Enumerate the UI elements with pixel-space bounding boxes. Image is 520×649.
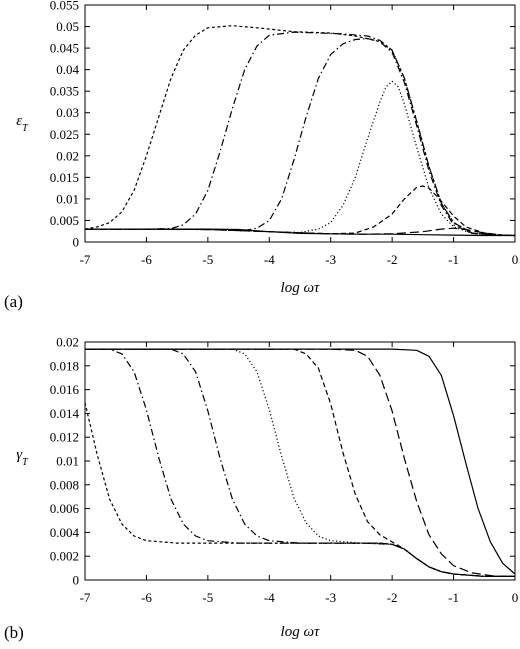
series-line-4-dotted bbox=[85, 348, 515, 577]
panel-label: (a) bbox=[4, 292, 23, 311]
x-tick-label: -5 bbox=[202, 252, 213, 267]
y-tick-label: 0.02 bbox=[56, 335, 79, 350]
plot-frame bbox=[84, 4, 516, 243]
y-tick-label: 0.004 bbox=[50, 525, 80, 540]
x-tick-label: -1 bbox=[448, 252, 459, 267]
series-line-2-long-dash bbox=[85, 348, 515, 577]
panel-label: (b) bbox=[4, 623, 24, 642]
x-axis-label: log ωτ bbox=[281, 280, 321, 296]
y-tick-label: 0.035 bbox=[50, 84, 79, 99]
y-tick-label: 0.045 bbox=[50, 41, 79, 56]
y-tick-label: 0.012 bbox=[50, 430, 79, 445]
y-tick-label: 0.01 bbox=[56, 454, 79, 469]
y-tick-label: 0.02 bbox=[56, 148, 79, 163]
chart-panel-b: -7 -6 -5 -4 -3 -2 -1 0 0 0.002 0.004 0.006 0.008 0.01… bbox=[4, 335, 518, 643]
series-line-3-dashed bbox=[85, 185, 516, 237]
series-line-5-dash-dot bbox=[85, 348, 515, 577]
y-tick-label: 0 bbox=[73, 573, 80, 588]
x-tick-label: -6 bbox=[141, 252, 152, 267]
series-line-6-dash-dot bbox=[88, 348, 515, 577]
y-tick-label: 0.014 bbox=[50, 406, 80, 421]
y-tick-label: 0.025 bbox=[50, 127, 79, 142]
x-tick-label: -1 bbox=[448, 590, 459, 605]
series-line-7-short-dash bbox=[84, 25, 516, 237]
x-tick-label: -7 bbox=[80, 252, 91, 267]
x-tick-label: -5 bbox=[202, 590, 213, 605]
series-line-6-dash-dot bbox=[85, 31, 516, 237]
y-axis-label: εT bbox=[16, 113, 29, 134]
y-tick-label: 0.04 bbox=[56, 62, 79, 77]
y-tick-label: 0.016 bbox=[50, 382, 80, 397]
x-axis-label: log ωτ bbox=[281, 624, 321, 640]
y-tick-label: 0.03 bbox=[56, 105, 79, 120]
x-tick-label: -4 bbox=[264, 590, 275, 605]
y-tick-label: 0.005 bbox=[50, 213, 79, 228]
series-line-1-solid bbox=[85, 348, 516, 575]
series-line-3-dashed bbox=[85, 348, 515, 577]
y-tick-label: 0.055 bbox=[50, 0, 79, 13]
y-tick-label: 0.01 bbox=[56, 191, 79, 206]
x-tick-label: 0 bbox=[512, 252, 519, 267]
x-tick-label: 0 bbox=[512, 590, 519, 605]
y-tick-label: 0 bbox=[73, 235, 80, 250]
x-tick-label: -6 bbox=[141, 590, 152, 605]
x-tick-label: -2 bbox=[387, 590, 398, 605]
series-line-5-dash-dot bbox=[84, 38, 516, 237]
x-tick-label: -3 bbox=[325, 590, 336, 605]
x-tick-label: -4 bbox=[264, 252, 275, 267]
x-tick-label: -2 bbox=[387, 252, 398, 267]
x-tick-label: -7 bbox=[80, 590, 91, 605]
plot-frame bbox=[84, 341, 516, 581]
y-tick-label: 0.006 bbox=[50, 501, 80, 516]
chart-panel-a: -7 -6 -5 -4 -3 -2 -1 0 0 0.005 0.01 0.015 0.02 0.025 0… bbox=[4, 0, 518, 311]
y-tick-label: 0.015 bbox=[50, 170, 79, 185]
y-tick-label: 0.018 bbox=[50, 358, 79, 373]
x-tick-label: -3 bbox=[325, 252, 336, 267]
y-axis-label: γT bbox=[16, 447, 29, 468]
series-line-7-short-dash bbox=[84, 402, 515, 577]
y-tick-label: 0.008 bbox=[50, 477, 79, 492]
y-tick-label: 0.05 bbox=[56, 19, 79, 34]
y-tick-label: 0.002 bbox=[50, 549, 79, 564]
